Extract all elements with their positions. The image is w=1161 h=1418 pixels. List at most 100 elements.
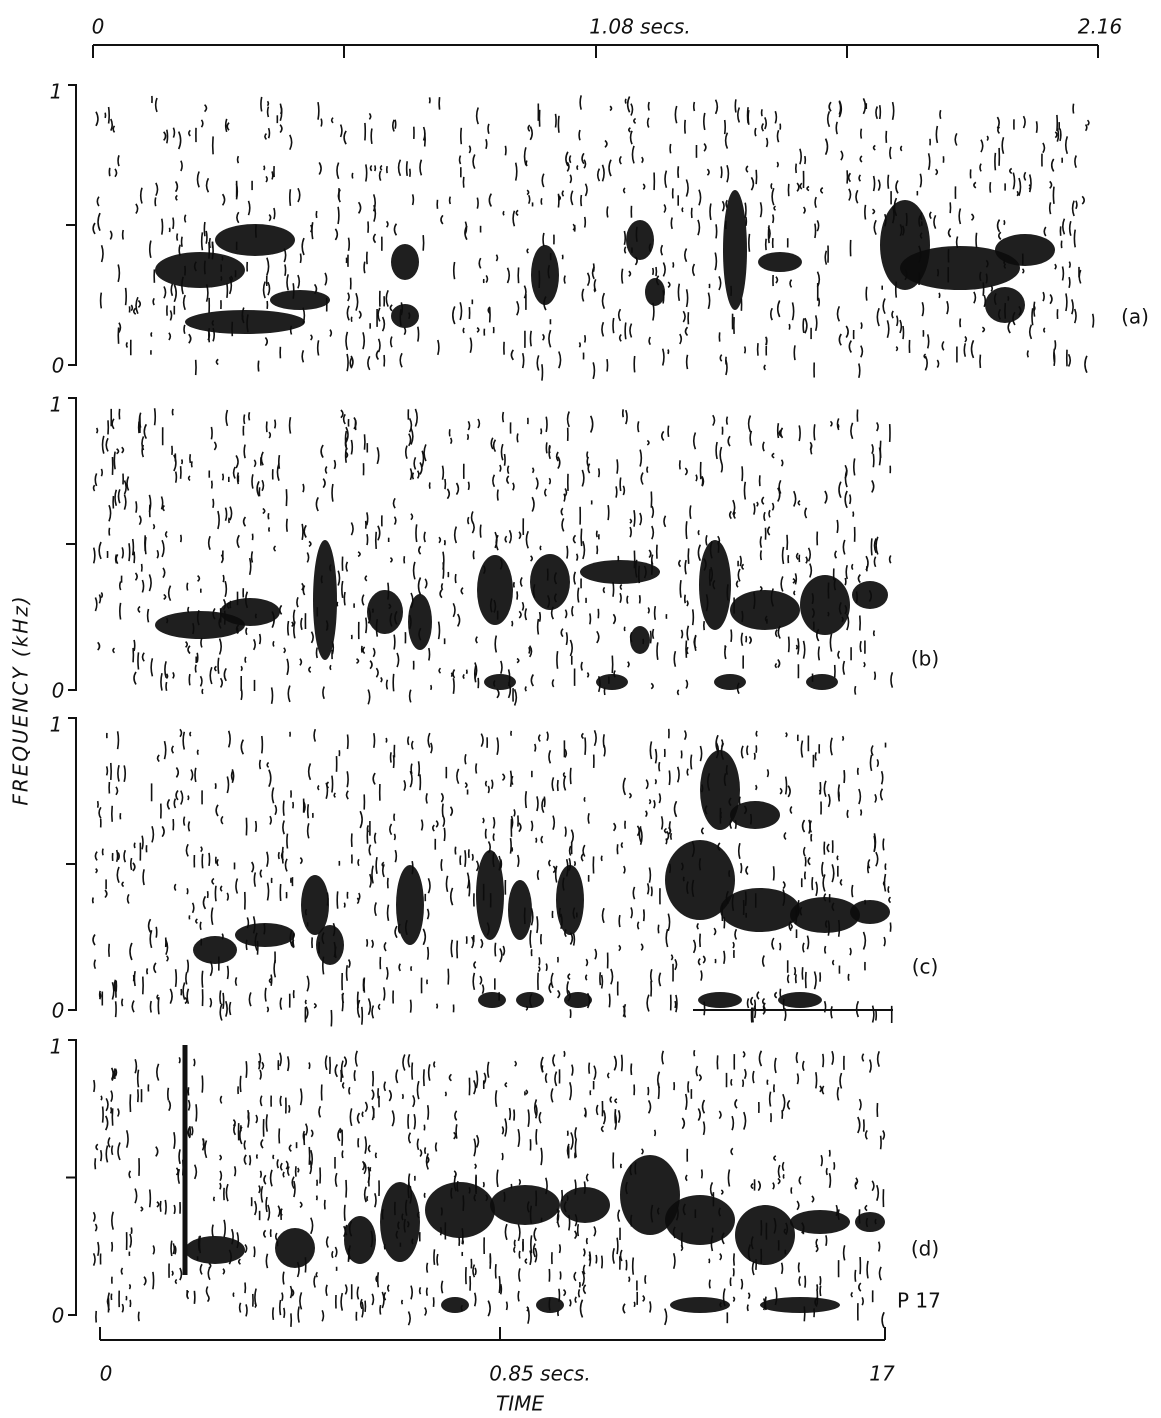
speckle-stroke xyxy=(823,1000,827,1013)
speckle-stroke xyxy=(129,1233,133,1248)
speckle-stroke xyxy=(389,823,393,836)
speckle-stroke xyxy=(117,764,120,782)
speckle-stroke xyxy=(347,292,350,302)
speckle-stroke xyxy=(782,1093,786,1112)
speckle-stroke xyxy=(187,1126,191,1139)
speckle-stroke xyxy=(202,895,207,910)
speckle-stroke xyxy=(345,965,348,981)
speckle-stroke xyxy=(152,1245,156,1255)
speckle-stroke xyxy=(779,427,784,439)
speckle-stroke xyxy=(841,735,845,742)
speckle-stroke xyxy=(804,507,808,519)
speckle-stroke xyxy=(570,190,574,206)
speckle-stroke xyxy=(727,1169,731,1187)
speckle-stroke xyxy=(876,759,879,768)
speckle-stroke xyxy=(613,1055,617,1071)
speckle-stroke xyxy=(333,792,336,799)
speckle-stroke xyxy=(743,1068,747,1080)
speckle-stroke xyxy=(423,444,427,462)
speckle-stroke xyxy=(487,123,490,134)
speckle-stroke xyxy=(888,555,892,564)
speckle-stroke xyxy=(282,800,285,816)
speckle-stroke xyxy=(641,1148,644,1155)
speckle-stroke xyxy=(345,790,349,800)
speckle-stroke xyxy=(513,688,518,706)
speckle-stroke xyxy=(623,865,626,874)
speckle-stroke xyxy=(253,1200,258,1216)
signal-blob xyxy=(215,224,295,256)
speckle-stroke xyxy=(769,307,773,321)
speckle-stroke xyxy=(341,580,344,599)
speckle-stroke xyxy=(224,507,228,522)
speckle-stroke xyxy=(867,863,870,874)
speckle-stroke xyxy=(826,110,831,128)
speckle-stroke xyxy=(754,784,758,791)
speckle-stroke xyxy=(891,101,895,120)
speckle-stroke xyxy=(150,658,154,677)
speckle-stroke xyxy=(276,1159,280,1169)
speckle-stroke xyxy=(174,969,178,988)
speckle-stroke xyxy=(747,415,752,433)
speckle-stroke xyxy=(692,432,697,450)
speckle-stroke xyxy=(291,1288,295,1297)
speckle-stroke xyxy=(615,486,618,498)
speckle-stroke xyxy=(531,467,535,474)
speckle-stroke xyxy=(565,632,568,646)
speckle-stroke xyxy=(571,605,574,617)
speckle-stroke xyxy=(809,820,812,833)
speckle-stroke xyxy=(712,414,716,427)
speckle-stroke xyxy=(535,477,539,490)
speckle-stroke xyxy=(170,283,174,297)
speckle-stroke xyxy=(262,281,266,299)
speckle-stroke xyxy=(389,556,393,563)
speckle-stroke xyxy=(535,837,538,844)
speckle-stroke xyxy=(700,827,705,835)
speckle-stroke xyxy=(540,835,544,844)
speckle-stroke xyxy=(188,129,191,137)
speckle-stroke xyxy=(92,1211,96,1223)
speckle-stroke xyxy=(629,130,633,145)
speckle-stroke xyxy=(501,1126,505,1135)
speckle-stroke xyxy=(664,1308,668,1326)
speckle-stroke xyxy=(824,945,827,954)
speckle-stroke xyxy=(753,752,756,760)
speckle-stroke xyxy=(528,646,531,654)
speckle-stroke xyxy=(471,936,475,949)
speckle-stroke xyxy=(732,1268,735,1277)
speckle-stroke xyxy=(188,333,192,344)
speckle-stroke xyxy=(740,862,743,874)
speckle-stroke xyxy=(811,1195,815,1203)
speckle-stroke xyxy=(742,1050,746,1058)
speckle-stroke xyxy=(476,327,480,333)
speckle-stroke xyxy=(366,512,369,526)
speckle-stroke xyxy=(248,992,252,1007)
tick-label: 0 xyxy=(52,354,65,378)
speckle-stroke xyxy=(302,585,306,596)
speckle-stroke xyxy=(339,1127,342,1134)
speckle-stroke xyxy=(709,1182,714,1197)
speckle-stroke xyxy=(123,765,127,782)
speckle-stroke xyxy=(561,190,565,197)
speckle-stroke xyxy=(441,465,445,480)
speckle-stroke xyxy=(815,1245,819,1253)
speckle-stroke xyxy=(486,1061,490,1078)
speckle-stroke xyxy=(174,1278,178,1285)
speckle-stroke xyxy=(578,129,581,141)
speckle-stroke xyxy=(545,416,548,433)
tick-label: 0 xyxy=(52,679,65,703)
speckle-stroke xyxy=(867,858,871,869)
speckle-stroke xyxy=(473,1292,477,1307)
speckle-stroke xyxy=(560,507,564,516)
speckle-stroke xyxy=(245,1304,248,1317)
speckle-stroke xyxy=(117,489,121,504)
speckle-stroke xyxy=(97,212,101,232)
speckle-stroke xyxy=(259,869,263,878)
speckle-stroke xyxy=(732,499,736,515)
speckle-stroke xyxy=(527,124,531,132)
speckle-stroke xyxy=(665,838,668,845)
speckle-stroke xyxy=(759,536,763,548)
speckle-stroke xyxy=(679,333,683,345)
speckle-stroke xyxy=(337,206,340,225)
speckle-stroke xyxy=(501,773,506,782)
speckle-stroke xyxy=(836,418,840,431)
